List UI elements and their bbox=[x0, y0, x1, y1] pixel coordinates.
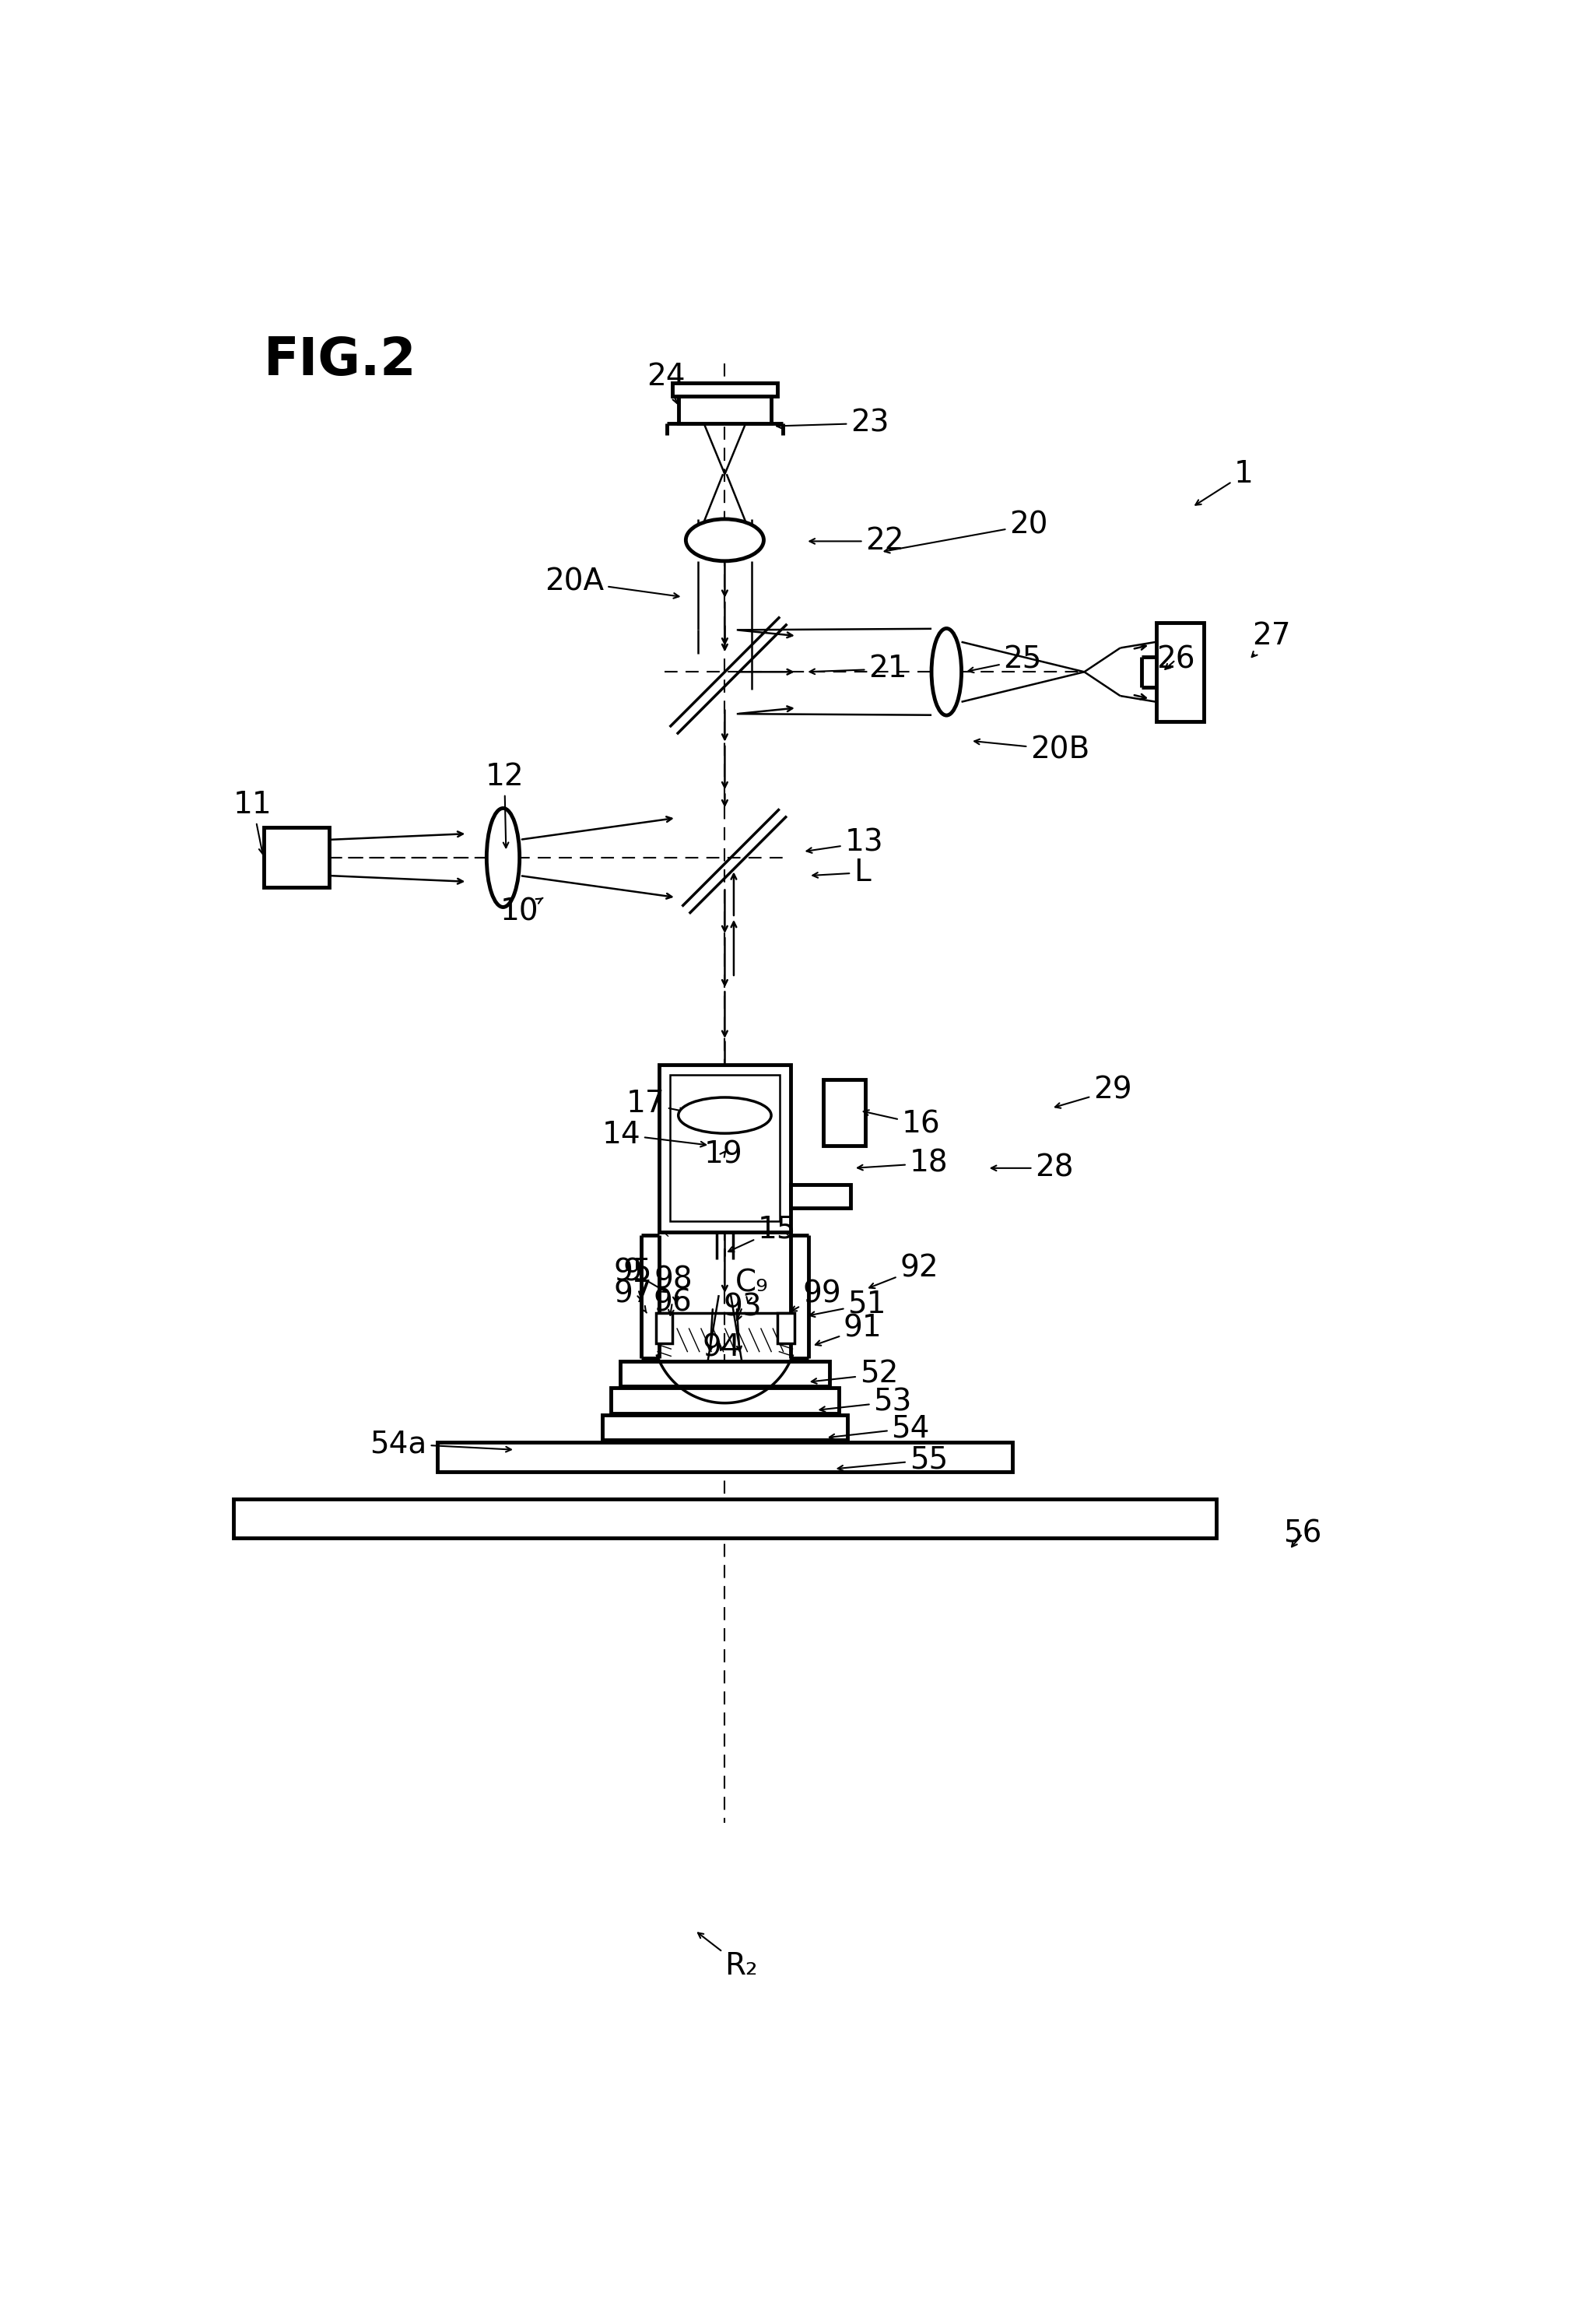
Text: 23: 23 bbox=[777, 408, 889, 438]
Text: L: L bbox=[812, 859, 870, 887]
Bar bbox=[678, 396, 771, 424]
Text: 20B: 20B bbox=[975, 735, 1090, 765]
Bar bbox=[672, 382, 777, 396]
Text: 18: 18 bbox=[857, 1149, 948, 1179]
Ellipse shape bbox=[932, 629, 961, 716]
Text: 95: 95 bbox=[614, 1257, 653, 1301]
Bar bbox=[619, 1361, 830, 1386]
Ellipse shape bbox=[487, 808, 520, 907]
Text: 27: 27 bbox=[1251, 622, 1291, 656]
Ellipse shape bbox=[678, 1099, 771, 1133]
Bar bbox=[659, 1064, 790, 1232]
Text: 19: 19 bbox=[704, 1140, 742, 1170]
Text: 10: 10 bbox=[500, 896, 543, 926]
Text: R₂: R₂ bbox=[697, 1932, 758, 1981]
Bar bbox=[824, 1080, 865, 1145]
Text: 16: 16 bbox=[863, 1110, 940, 1140]
Bar bbox=[437, 1442, 1012, 1472]
Text: 26: 26 bbox=[1156, 645, 1195, 675]
Text: 14: 14 bbox=[602, 1119, 705, 1149]
Bar bbox=[263, 827, 329, 887]
Text: 99: 99 bbox=[792, 1278, 841, 1310]
Text: 28: 28 bbox=[991, 1154, 1074, 1184]
Bar bbox=[670, 1076, 780, 1221]
Text: 17: 17 bbox=[626, 1089, 685, 1119]
Text: 22: 22 bbox=[809, 527, 903, 555]
Text: 21: 21 bbox=[809, 654, 907, 684]
Text: 24: 24 bbox=[646, 362, 685, 403]
Text: 98: 98 bbox=[654, 1264, 693, 1301]
Text: 12: 12 bbox=[485, 762, 523, 848]
Text: 54: 54 bbox=[830, 1414, 930, 1444]
Bar bbox=[1156, 622, 1203, 721]
Text: 96: 96 bbox=[653, 1287, 691, 1317]
Text: 20A: 20A bbox=[544, 567, 678, 599]
Text: 15: 15 bbox=[728, 1214, 796, 1253]
Text: C₉: C₉ bbox=[736, 1269, 769, 1303]
Text: 13: 13 bbox=[806, 827, 883, 857]
Bar bbox=[233, 1499, 1216, 1538]
Text: 1: 1 bbox=[1195, 458, 1253, 504]
Bar bbox=[602, 1414, 847, 1439]
Text: 94: 94 bbox=[702, 1333, 741, 1363]
Text: 20: 20 bbox=[884, 511, 1049, 553]
Bar bbox=[611, 1389, 838, 1414]
Text: 9: 9 bbox=[622, 1257, 666, 1292]
Text: 29: 29 bbox=[1055, 1076, 1132, 1108]
Text: 53: 53 bbox=[820, 1386, 911, 1416]
Text: 52: 52 bbox=[811, 1359, 899, 1389]
Text: 51: 51 bbox=[809, 1290, 886, 1320]
Text: FIG.2: FIG.2 bbox=[263, 334, 417, 387]
Text: 55: 55 bbox=[838, 1446, 948, 1474]
Bar bbox=[790, 1184, 851, 1209]
Text: 97: 97 bbox=[614, 1278, 653, 1313]
Text: 54a: 54a bbox=[370, 1428, 511, 1458]
Text: 93: 93 bbox=[723, 1292, 761, 1322]
Bar bbox=[777, 1313, 795, 1343]
Text: 56: 56 bbox=[1283, 1520, 1321, 1548]
Text: 25: 25 bbox=[969, 645, 1042, 675]
Text: 11: 11 bbox=[233, 790, 273, 854]
Text: 92: 92 bbox=[870, 1253, 938, 1287]
Bar bbox=[656, 1313, 672, 1343]
Text: 91: 91 bbox=[816, 1313, 883, 1345]
Ellipse shape bbox=[686, 518, 764, 562]
